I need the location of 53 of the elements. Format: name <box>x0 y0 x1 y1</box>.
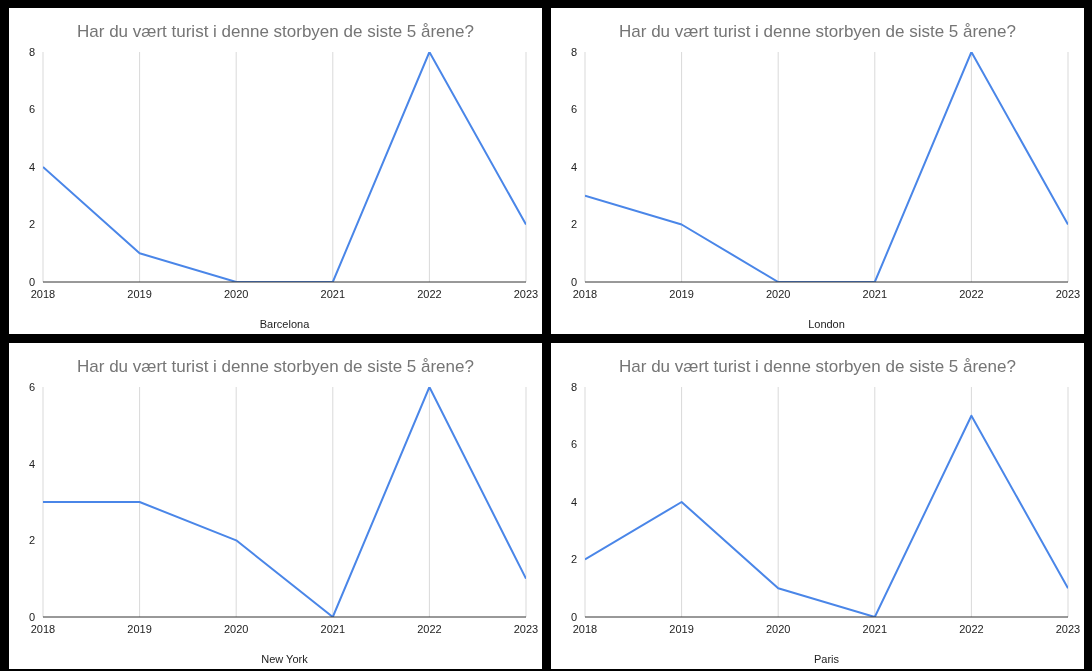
chart-title: Har du vært turist i denne storbyen de siste 5 årene? <box>76 357 475 378</box>
x-tick-label: 2019 <box>669 622 694 635</box>
x-tick-label: 2023 <box>1055 622 1081 635</box>
x-axis-title: London <box>808 318 845 330</box>
y-tick-label: 2 <box>570 218 577 231</box>
x-tick-label: 2023 <box>513 287 539 300</box>
y-tick-label: 0 <box>28 610 35 623</box>
x-tick-label: 2022 <box>959 622 984 635</box>
x-tick-label: 2021 <box>862 622 888 635</box>
x-tick-label: 2023 <box>513 622 539 635</box>
y-tick-label: 2 <box>570 553 577 566</box>
y-tick-label: 2 <box>28 218 35 231</box>
y-tick-label: 4 <box>570 495 577 508</box>
x-tick-label: 2022 <box>417 622 442 635</box>
x-tick-label: 2021 <box>320 622 346 635</box>
x-tick-label: 2022 <box>959 287 984 300</box>
y-tick-label: 0 <box>28 275 35 288</box>
y-tick-label: 8 <box>570 45 577 58</box>
y-tick-label: 4 <box>28 160 35 173</box>
x-tick-label: 2018 <box>572 622 598 635</box>
y-tick-label: 0 <box>570 275 577 288</box>
x-tick-label: 2020 <box>765 287 791 300</box>
x-tick-label: 2019 <box>127 622 152 635</box>
x-tick-label: 2018 <box>30 622 56 635</box>
y-tick-label: 6 <box>28 380 35 393</box>
x-tick-label: 2020 <box>223 287 249 300</box>
y-tick-label: 8 <box>28 45 35 58</box>
x-tick-label: 2018 <box>572 287 598 300</box>
x-tick-label: 2021 <box>862 287 888 300</box>
x-tick-label: 2019 <box>127 287 152 300</box>
x-tick-label: 2022 <box>417 287 442 300</box>
chart-title: Har du vært turist i denne storbyen de siste 5 årene? <box>76 22 475 43</box>
line-series <box>585 414 1068 617</box>
x-tick-label: 2019 <box>669 287 694 300</box>
x-tick-label: 2020 <box>765 622 791 635</box>
y-tick-label: 6 <box>28 103 35 116</box>
y-tick-label: 2 <box>28 534 35 547</box>
chart-title: Har du vært turist i denne storbyen de siste 5 årene? <box>618 357 1017 378</box>
y-tick-label: 4 <box>28 457 35 470</box>
x-axis-title: Barcelona <box>259 318 311 330</box>
x-axis-title: New York <box>261 653 309 665</box>
y-tick-label: 8 <box>570 380 577 393</box>
y-tick-label: 0 <box>570 610 577 623</box>
y-tick-label: 4 <box>570 160 577 173</box>
y-tick-label: 6 <box>570 103 577 116</box>
chart-title: Har du vært turist i denne storbyen de siste 5 årene? <box>618 22 1017 43</box>
x-tick-label: 2020 <box>223 622 249 635</box>
y-tick-label: 6 <box>570 438 577 451</box>
x-tick-label: 2023 <box>1055 287 1081 300</box>
x-tick-label: 2021 <box>320 287 346 300</box>
x-axis-title: Paris <box>813 653 840 665</box>
x-tick-label: 2018 <box>30 287 56 300</box>
line-series <box>43 387 526 617</box>
